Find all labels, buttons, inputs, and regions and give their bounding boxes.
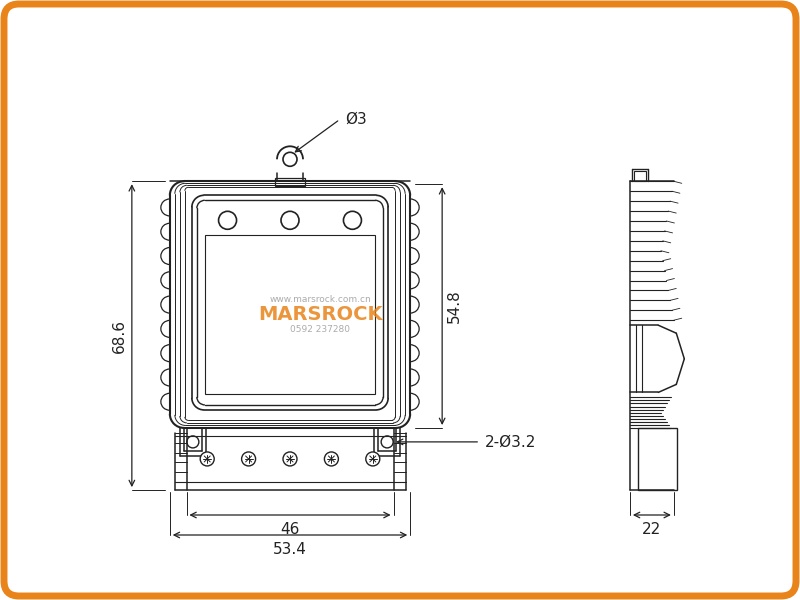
Circle shape <box>283 152 297 166</box>
Bar <box>205 235 375 394</box>
FancyBboxPatch shape <box>4 4 796 596</box>
Text: 53.4: 53.4 <box>273 542 307 557</box>
Text: 54.8: 54.8 <box>447 289 462 323</box>
Text: www.marsrock.com.cn: www.marsrock.com.cn <box>269 295 371 304</box>
Text: 2-Ø3.2: 2-Ø3.2 <box>485 434 537 449</box>
Text: 46: 46 <box>280 522 300 537</box>
Circle shape <box>343 211 362 229</box>
Bar <box>634 172 646 181</box>
Circle shape <box>281 211 299 229</box>
Text: MARSROCK: MARSROCK <box>258 305 382 324</box>
Circle shape <box>283 452 297 466</box>
Circle shape <box>366 452 380 466</box>
Text: 22: 22 <box>642 522 662 537</box>
Text: 68.6: 68.6 <box>112 319 127 353</box>
Bar <box>638 428 677 490</box>
Text: Ø3: Ø3 <box>345 112 366 127</box>
Text: 0592 237280: 0592 237280 <box>290 325 350 334</box>
Circle shape <box>242 452 256 466</box>
Circle shape <box>218 211 237 229</box>
Circle shape <box>325 452 338 466</box>
Bar <box>275 178 305 186</box>
Circle shape <box>200 452 214 466</box>
